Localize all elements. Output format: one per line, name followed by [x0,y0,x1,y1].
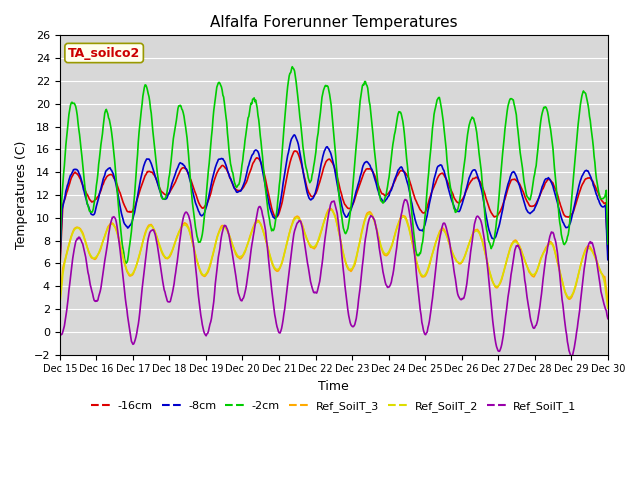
X-axis label: Time: Time [319,380,349,393]
Text: TA_soilco2: TA_soilco2 [68,47,140,60]
Y-axis label: Temperatures (C): Temperatures (C) [15,141,28,249]
Legend: -16cm, -8cm, -2cm, Ref_SoilT_3, Ref_SoilT_2, Ref_SoilT_1: -16cm, -8cm, -2cm, Ref_SoilT_3, Ref_Soil… [86,396,581,416]
Title: Alfalfa Forerunner Temperatures: Alfalfa Forerunner Temperatures [210,15,458,30]
